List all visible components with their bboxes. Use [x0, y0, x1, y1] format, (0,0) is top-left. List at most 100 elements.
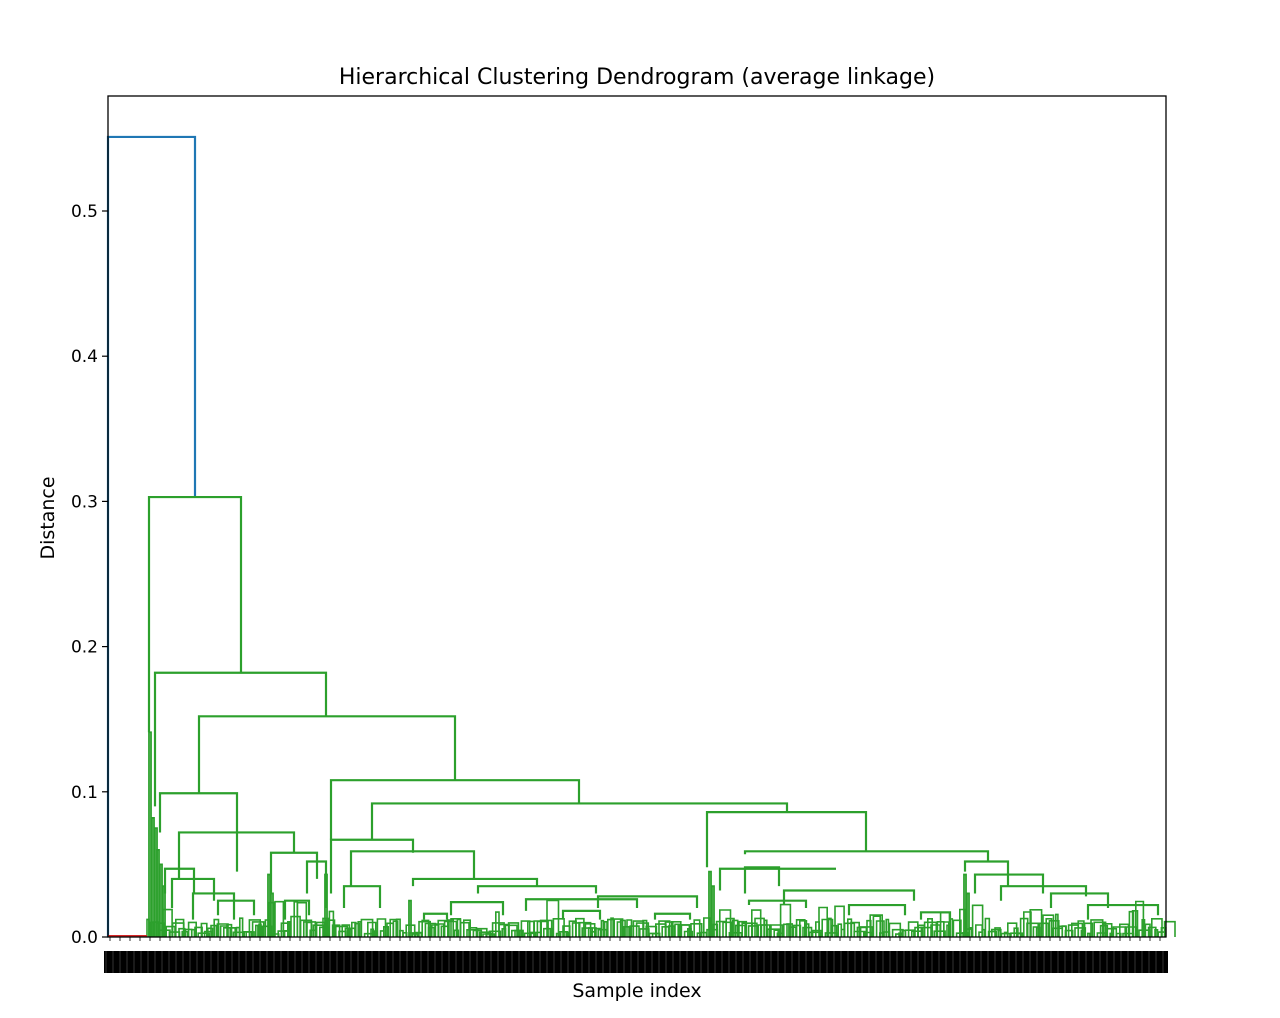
- dendrogram-leaf-link: [367, 921, 377, 937]
- dendrogram-link-25: [596, 895, 699, 908]
- dendrogram-leaf-link: [587, 927, 597, 937]
- dendrogram-leaf-link: [1115, 932, 1122, 937]
- y-axis-label: Distance: [37, 476, 59, 559]
- dendrogram-leaf-link: [613, 918, 624, 937]
- dendrogram-leaf-link: [392, 920, 399, 937]
- dendrogram-link-28: [1049, 892, 1110, 908]
- dendrogram-link-24: [747, 899, 808, 908]
- dendrogram-leaf-link: [738, 920, 748, 937]
- dendrogram-link-14: [411, 877, 539, 887]
- y-tick-label: 0.2: [71, 638, 98, 658]
- dendrogram-spike-link: [159, 863, 163, 937]
- dendrogram-link-30: [216, 899, 256, 916]
- dendrogram-leaf-link: [1016, 932, 1023, 937]
- dendrogram-leaf-link: [751, 909, 762, 937]
- x-axis-label: Sample index: [572, 980, 701, 1002]
- dendrogram-leaf-link: [453, 929, 460, 937]
- dendrogram-leaf-link: [1083, 922, 1094, 937]
- dendrogram-link-3: [197, 715, 457, 794]
- dendrogram-spike-link: [267, 873, 271, 937]
- dendrogram-leaf-link: [520, 920, 531, 937]
- dendrogram-spike-link: [156, 848, 160, 937]
- dendrogram-leaf-link: [811, 929, 823, 937]
- dendrogram-link-8: [705, 811, 868, 868]
- dendrogram-link-19: [170, 877, 216, 908]
- dendrogram-leaf-link: [283, 930, 290, 937]
- dendrogram-leaf-link: [904, 929, 915, 937]
- dendrogram-spike-link: [711, 885, 715, 937]
- dendrogram-leaf-link: [933, 930, 946, 937]
- dendrogram-leaf-link: [619, 919, 626, 937]
- dendrogram-leaf-link: [197, 932, 211, 937]
- dendrogram-leaf-link: [376, 918, 387, 937]
- dendrogram-leaf-link: [466, 929, 479, 937]
- dendrogram-leaf-link: [731, 919, 739, 937]
- dendrogram-leaf-link: [853, 930, 866, 937]
- dendrogram-link-6: [329, 779, 581, 840]
- dendrogram-leaf-link: [760, 924, 771, 937]
- dendrogram-leaf-link: [213, 918, 220, 937]
- dendrogram-leaf-link: [984, 917, 991, 937]
- dendrogram-leaf-link: [664, 921, 674, 937]
- dendrogram-link-9: [743, 850, 990, 862]
- dendrogram-leaf-link: [1000, 932, 1011, 937]
- dendrogram-link-1: [147, 495, 243, 733]
- x-axis-tick-labels: [104, 937, 1168, 973]
- dendrogram-leaf-link: [274, 900, 285, 937]
- dendrogram-link-18: [163, 867, 196, 894]
- dendrogram-link-20: [973, 873, 1045, 894]
- dendrogram-leaf-link: [725, 917, 735, 937]
- dendrogram-spike-link: [708, 870, 712, 937]
- dendrogram-links: [106, 135, 1160, 937]
- dendrogram-leaf-link: [834, 905, 845, 937]
- dendrogram-link-36: [561, 909, 602, 920]
- dendrogram-leaf-link: [1090, 919, 1104, 937]
- dendrogram-leaf-link: [869, 914, 883, 937]
- dendrogram-spike-link: [963, 873, 967, 937]
- dendrogram-leaf-link: [923, 921, 938, 937]
- chart-title: Hierarchical Clustering Dendrogram (aver…: [339, 65, 935, 90]
- dendrogram-leaf-link: [565, 931, 570, 937]
- dendrogram-leaf-link: [418, 920, 431, 937]
- dendrogram-leaf-link: [1039, 922, 1049, 937]
- dendrogram-leaf-link: [779, 903, 792, 937]
- dendrogram-link-17: [305, 860, 328, 908]
- dendrogram-leaf-link: [1103, 923, 1113, 937]
- dendrogram-leaf-link: [517, 929, 524, 937]
- dendrogram-spike-link: [148, 731, 152, 937]
- dendrogram-leaf-link: [927, 918, 933, 937]
- dendrogram-link-21: [999, 885, 1088, 901]
- dendrogram-leaf-link: [255, 924, 259, 937]
- dendrogram-leaf-link: [258, 923, 262, 937]
- dendrogram-leaf-link: [949, 918, 954, 937]
- dendrogram-leaf-link: [1093, 921, 1107, 937]
- dendrogram-leaf-link: [818, 906, 828, 937]
- dendrogram-link-26: [524, 898, 639, 911]
- dendrogram-link-38: [422, 912, 449, 920]
- dendrogram-link-12: [329, 838, 415, 894]
- dendrogram-link-37: [653, 912, 692, 920]
- dendrogram-leaf-link: [354, 922, 361, 937]
- dendrogram-leaf-link: [1026, 922, 1039, 937]
- dendrogram-leaf-link: [997, 929, 1002, 937]
- y-tick-label: 0.3: [71, 492, 98, 512]
- dendrogram-leaf-link: [722, 921, 732, 937]
- dendrogram-leaf-link: [786, 923, 793, 937]
- dendrogram-link-32: [283, 899, 311, 920]
- dendrogram-leaf-link: [1055, 913, 1059, 937]
- dendrogram-leaf-link: [437, 919, 450, 937]
- dendrogram-leaf-link: [1007, 922, 1018, 937]
- y-tick-label: 0.0: [71, 928, 98, 948]
- dendrogram-leaf-link: [763, 919, 768, 937]
- dendrogram-leaf-link: [1128, 910, 1135, 937]
- dendrogram-spike-link: [966, 892, 970, 937]
- dendrogram-leaf-link: [383, 926, 389, 937]
- dendrogram-spike-link: [162, 885, 166, 937]
- dendrogram-leaf-link: [1096, 932, 1107, 937]
- dendrogram-link-13: [349, 850, 476, 887]
- dendrogram-leaf-link: [395, 918, 401, 937]
- dendrogram-leaf-link: [1013, 927, 1019, 937]
- dendrogram-leaf-link: [1109, 932, 1114, 937]
- dendrogram-leaf-link: [850, 921, 860, 937]
- dendrogram-leaf-link: [600, 919, 605, 937]
